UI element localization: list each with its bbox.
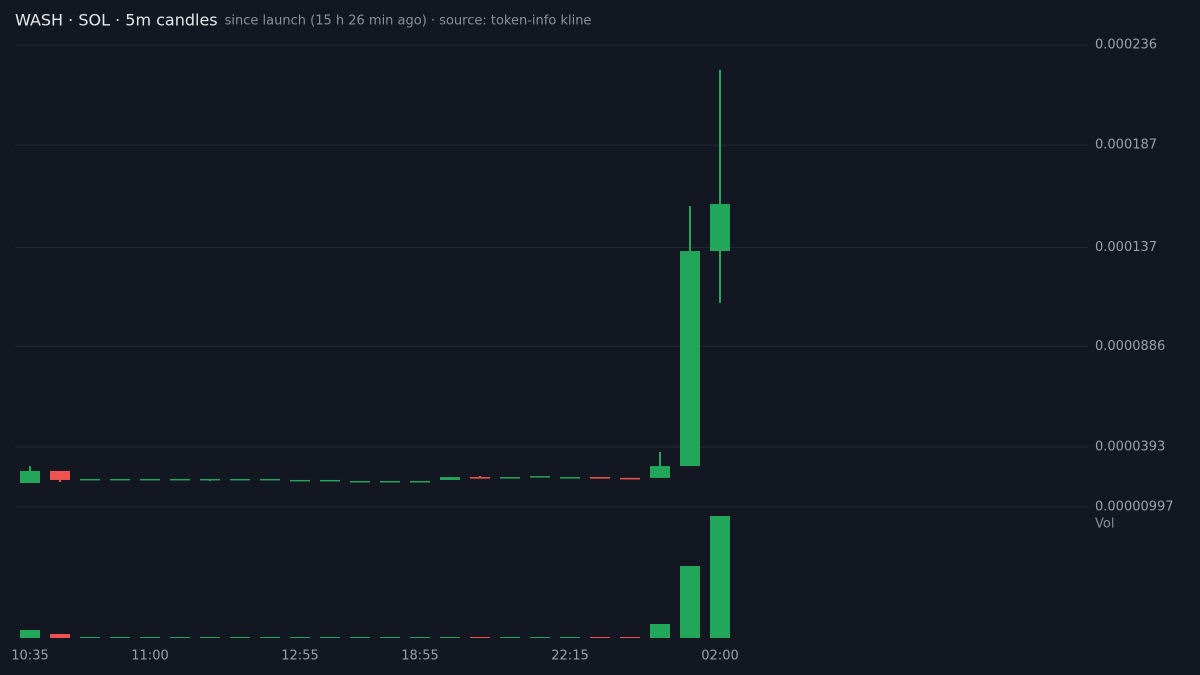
candle-body — [500, 477, 520, 479]
x-tick-label: 12:55 — [281, 649, 318, 664]
volume-bar — [110, 637, 130, 638]
y-tick-label: 0.0000886 — [1095, 339, 1165, 354]
candle-body — [410, 480, 430, 483]
volume-bar — [530, 637, 550, 638]
candle-body — [320, 479, 340, 482]
candle-body — [590, 477, 610, 479]
chart-subtitle: since launch (15 h 26 min ago) · source:… — [225, 14, 592, 29]
x-tick-label: 10:35 — [11, 649, 48, 664]
candle-body — [80, 478, 100, 481]
candle-body — [440, 477, 460, 480]
volume-bar — [500, 637, 520, 638]
volume-bar — [590, 637, 610, 638]
volume-bar — [50, 634, 70, 638]
volume-bar — [290, 637, 310, 638]
volume-bar — [170, 637, 190, 638]
candle-body — [200, 478, 220, 481]
candle-body — [710, 204, 730, 252]
volume-label: Vol — [1095, 517, 1114, 532]
y-tick-label: 0.000137 — [1095, 240, 1157, 255]
y-tick-label: 0.000236 — [1095, 38, 1157, 53]
candle-body — [290, 479, 310, 482]
candle-body — [230, 478, 250, 481]
candle-body — [140, 478, 160, 481]
candle-body — [470, 477, 490, 479]
volume-bar — [440, 637, 460, 638]
volume-bar — [650, 624, 670, 638]
x-tick-label: 18:55 — [401, 649, 438, 664]
candle-body — [260, 478, 280, 481]
x-tick-label: 22:15 — [551, 649, 588, 664]
candle-body — [350, 480, 370, 483]
volume-bar — [140, 637, 160, 638]
volume-bar — [470, 637, 490, 638]
y-tick-label: 0.000187 — [1095, 138, 1157, 153]
candle-body — [560, 477, 580, 479]
volume-bar — [380, 637, 400, 638]
candle-body — [110, 478, 130, 481]
candle-body — [50, 470, 70, 480]
volume-bar — [260, 637, 280, 638]
volume-bar — [410, 637, 430, 638]
candle-body — [530, 476, 550, 478]
y-tick-label: 0.0000393 — [1095, 440, 1165, 455]
volume-bar — [320, 637, 340, 638]
candle-body — [20, 470, 40, 484]
volume-bar — [80, 637, 100, 638]
volume-bar — [230, 637, 250, 638]
volume-bar — [350, 637, 370, 638]
volume-bar — [680, 566, 700, 638]
volume-bar — [20, 630, 40, 638]
volume-bar — [560, 637, 580, 638]
volume-bar — [620, 637, 640, 638]
candle-body — [680, 251, 700, 467]
chart-title: WASH · SOL · 5m candles — [15, 11, 218, 30]
candle-body — [170, 478, 190, 481]
volume-bar — [200, 637, 220, 638]
candle-body — [650, 466, 670, 478]
volume-bar — [710, 516, 730, 638]
candle-body — [620, 477, 640, 480]
y-tick-label: 0.00000997 — [1095, 500, 1174, 515]
candle-body — [380, 480, 400, 483]
x-tick-label: 11:00 — [131, 649, 168, 664]
x-tick-label: 02:00 — [701, 649, 738, 664]
